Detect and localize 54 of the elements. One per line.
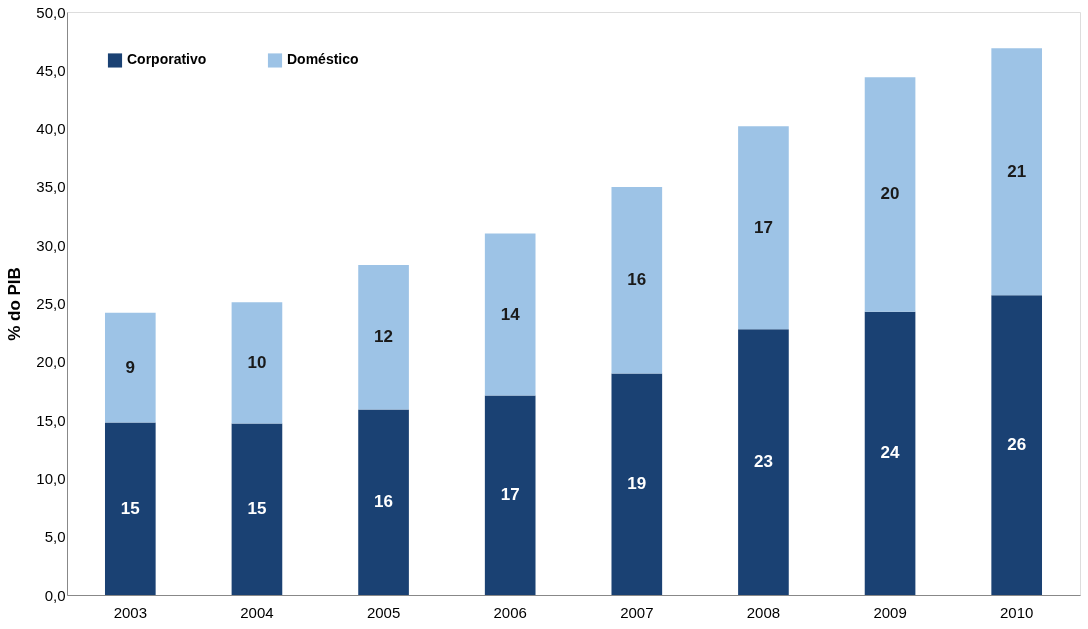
data-label: 17 xyxy=(753,217,773,237)
bar xyxy=(738,126,789,330)
y-tick-label: 50,0 xyxy=(36,3,66,21)
y-tick-label: 5,0 xyxy=(44,528,66,546)
x-tick-label: 2004 xyxy=(240,603,274,621)
bar xyxy=(991,295,1043,595)
x-tick-label: 2008 xyxy=(746,603,781,621)
data-label: 16 xyxy=(627,270,647,290)
data-label: 23 xyxy=(753,452,773,472)
bar xyxy=(104,422,156,595)
y-tick-label: 40,0 xyxy=(36,120,66,138)
y-tick-label: 30,0 xyxy=(36,236,66,254)
legend-label: Doméstico xyxy=(287,51,359,68)
data-label: 19 xyxy=(627,474,647,494)
y-axis-title: % do PIB xyxy=(5,267,25,341)
x-tick-label: 2009 xyxy=(873,603,907,621)
bar xyxy=(358,265,409,410)
bar xyxy=(358,409,409,595)
y-tick-label: 10,0 xyxy=(36,469,66,487)
y-tick-label: 45,0 xyxy=(36,61,66,79)
bar xyxy=(484,395,536,595)
data-label: 24 xyxy=(880,443,901,463)
bar xyxy=(864,311,916,595)
x-tick-label: 2005 xyxy=(366,603,401,621)
y-tick-label: 20,0 xyxy=(36,353,66,371)
data-label: 10 xyxy=(247,352,267,372)
y-tick-label: 25,0 xyxy=(36,295,66,312)
bar xyxy=(231,302,283,424)
x-tick-label: 2007 xyxy=(620,603,654,621)
x-tick-label: 2010 xyxy=(1000,603,1034,621)
legend-label: Corporativo xyxy=(127,51,207,68)
data-label: 15 xyxy=(120,498,140,518)
y-tick-label: 35,0 xyxy=(36,178,66,196)
y-tick-label: 15,0 xyxy=(36,411,66,429)
bar xyxy=(738,329,789,595)
bar xyxy=(231,423,283,595)
data-label: 14 xyxy=(500,304,521,324)
data-label: 17 xyxy=(500,485,520,505)
bar xyxy=(611,186,663,374)
y-tick-label: 0,0 xyxy=(44,586,66,604)
data-label: 26 xyxy=(1007,435,1027,455)
x-tick-label: 2006 xyxy=(493,603,527,621)
bar xyxy=(991,48,1043,296)
data-label: 16 xyxy=(374,492,394,512)
data-label: 9 xyxy=(125,357,136,377)
bar xyxy=(864,77,916,312)
bar xyxy=(611,373,663,595)
data-label: 12 xyxy=(374,327,394,347)
data-label: 20 xyxy=(880,184,900,204)
data-label: 21 xyxy=(1007,161,1027,181)
bar xyxy=(484,233,536,396)
data-label: 15 xyxy=(247,499,267,519)
bar xyxy=(104,312,156,423)
x-tick-label: 2003 xyxy=(113,603,147,621)
